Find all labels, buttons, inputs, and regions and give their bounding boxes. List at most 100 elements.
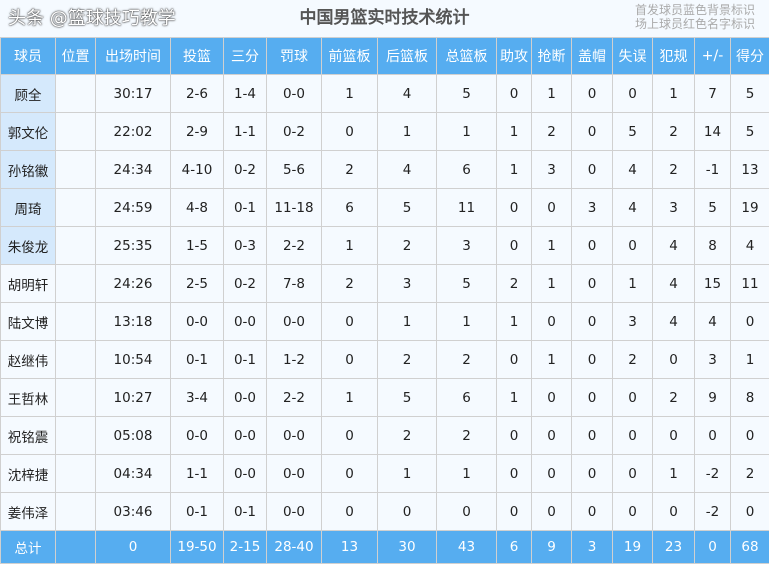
stat-cell <box>56 227 96 265</box>
stat-cell <box>56 379 96 417</box>
player-name: 沈梓捷 <box>1 455 56 493</box>
column-header[interactable]: 抢断 <box>532 38 572 75</box>
stat-cell: 0 <box>731 417 769 455</box>
stat-cell: 2 <box>378 341 437 379</box>
column-header[interactable]: 球员 <box>1 38 56 75</box>
stat-cell: 3 <box>437 227 497 265</box>
column-header[interactable]: 犯规 <box>653 38 695 75</box>
column-header[interactable]: 三分 <box>224 38 267 75</box>
stat-cell: 0 <box>532 417 572 455</box>
stat-cell: 3 <box>572 189 613 227</box>
stat-cell: 3 <box>653 189 695 227</box>
stat-cell: 2 <box>378 417 437 455</box>
stat-cell: 0 <box>653 341 695 379</box>
stat-cell: 0-0 <box>171 417 224 455</box>
stat-cell: 0 <box>497 227 532 265</box>
stat-cell <box>56 417 96 455</box>
stat-cell <box>56 151 96 189</box>
stat-cell: 2 <box>322 265 378 303</box>
stat-cell: 0 <box>572 303 613 341</box>
stat-cell: 1 <box>653 455 695 493</box>
stat-cell: 0-2 <box>267 113 322 151</box>
stat-cell: 0 <box>497 341 532 379</box>
column-header[interactable]: 总篮板 <box>437 38 497 75</box>
stat-cell: 0-0 <box>171 303 224 341</box>
stat-cell: 14 <box>695 113 731 151</box>
stat-cell: 7 <box>695 75 731 113</box>
column-header[interactable]: 盖帽 <box>572 38 613 75</box>
stat-cell: 5-6 <box>267 151 322 189</box>
stat-cell: 1-4 <box>224 75 267 113</box>
stat-cell: 1 <box>532 341 572 379</box>
stat-cell: 24:59 <box>96 189 171 227</box>
column-header[interactable]: 出场时间 <box>96 38 171 75</box>
stats-table: 球员位置出场时间投篮三分罚球前篮板后篮板总篮板助攻抢断盖帽失误犯规+/-得分 顾… <box>0 37 769 564</box>
column-header[interactable]: 投篮 <box>171 38 224 75</box>
column-header[interactable]: 助攻 <box>497 38 532 75</box>
header-row: 球员位置出场时间投篮三分罚球前篮板后篮板总篮板助攻抢断盖帽失误犯规+/-得分 <box>1 38 769 75</box>
stat-cell: 0-2 <box>224 265 267 303</box>
stat-cell: 0-2 <box>224 151 267 189</box>
stat-cell: 1 <box>322 75 378 113</box>
column-header[interactable]: +/- <box>695 38 731 75</box>
column-header[interactable]: 罚球 <box>267 38 322 75</box>
stat-cell: 0-1 <box>224 189 267 227</box>
player-name: 郭文伦 <box>1 113 56 151</box>
stat-cell <box>56 265 96 303</box>
stat-cell: 11-18 <box>267 189 322 227</box>
stat-cell: 1-1 <box>224 113 267 151</box>
stat-cell: 0 <box>572 417 613 455</box>
player-name: 祝铭震 <box>1 417 56 455</box>
stat-cell: 0 <box>731 303 769 341</box>
column-header[interactable]: 前篮板 <box>322 38 378 75</box>
stat-cell: 1-1 <box>171 455 224 493</box>
stat-cell: 0-0 <box>224 417 267 455</box>
total-cell: 9 <box>532 531 572 564</box>
stat-cell: 1 <box>532 75 572 113</box>
stat-cell: 4 <box>653 227 695 265</box>
stat-cell: 0 <box>497 75 532 113</box>
stat-cell: 04:34 <box>96 455 171 493</box>
stat-cell: 11 <box>731 265 769 303</box>
stat-cell: 0 <box>572 265 613 303</box>
stat-cell: 24:34 <box>96 151 171 189</box>
stat-cell: 0 <box>613 75 653 113</box>
total-cell: 0 <box>695 531 731 564</box>
stat-cell: 2 <box>653 151 695 189</box>
stat-cell: 0 <box>322 455 378 493</box>
column-header[interactable]: 失误 <box>613 38 653 75</box>
column-header[interactable]: 后篮板 <box>378 38 437 75</box>
legend: 首发球员蓝色背景标识 场上球员红色名字标识 <box>635 3 755 31</box>
stat-cell: 0-1 <box>224 341 267 379</box>
column-header[interactable]: 位置 <box>56 38 96 75</box>
total-cell: 0 <box>96 531 171 564</box>
player-name: 孙铭徽 <box>1 151 56 189</box>
stat-cell: 0 <box>731 493 769 531</box>
total-cell: 3 <box>572 531 613 564</box>
stat-cell: 2 <box>378 227 437 265</box>
stat-cell: 0 <box>532 493 572 531</box>
stat-cell: 0 <box>613 417 653 455</box>
stat-cell: 1 <box>613 265 653 303</box>
stat-cell <box>56 75 96 113</box>
stat-cell: 05:08 <box>96 417 171 455</box>
stat-cell <box>56 113 96 151</box>
stat-cell: 2 <box>322 151 378 189</box>
stat-cell: 1 <box>532 227 572 265</box>
stat-cell: 2 <box>653 379 695 417</box>
stat-cell: 0 <box>572 151 613 189</box>
stat-cell: 11 <box>437 189 497 227</box>
stat-cell: 0 <box>532 379 572 417</box>
stat-cell: 8 <box>695 227 731 265</box>
stat-cell: 0-0 <box>267 303 322 341</box>
stat-cell: 13:18 <box>96 303 171 341</box>
stat-cell: 0-0 <box>267 417 322 455</box>
stat-cell: 2 <box>437 341 497 379</box>
player-name: 王哲林 <box>1 379 56 417</box>
stat-cell: 0 <box>572 227 613 265</box>
stat-cell: 2 <box>653 113 695 151</box>
column-header[interactable]: 得分 <box>731 38 769 75</box>
stat-cell: 1 <box>497 151 532 189</box>
